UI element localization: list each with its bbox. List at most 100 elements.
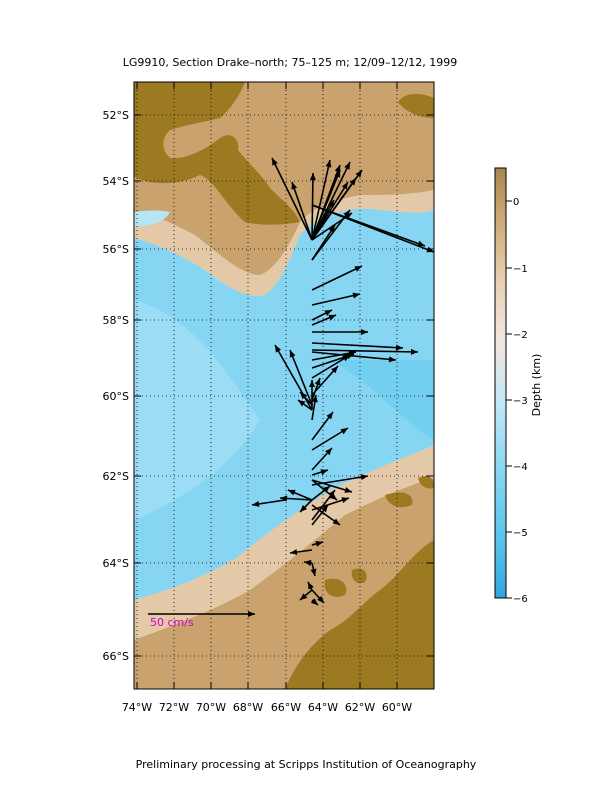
- lat-label: 56°S: [103, 243, 129, 256]
- map-frame: [133, 81, 435, 690]
- arrowhead: [288, 489, 296, 496]
- lon-label: 62°W: [345, 701, 375, 714]
- arrowhead: [291, 182, 298, 190]
- arrowhead: [342, 355, 350, 362]
- colorbar-tick: −1: [513, 264, 528, 275]
- arrowhead: [344, 487, 352, 493]
- arrowhead: [310, 568, 317, 576]
- scale-label: 50 cm/s: [150, 616, 194, 629]
- arrowhead: [325, 448, 332, 456]
- arrowhead: [341, 497, 349, 504]
- vector-arrowheads: [252, 158, 434, 605]
- latitude-labels: 52°S 54°S 56°S 58°S 60°S 62°S 64°S 66°S: [103, 109, 129, 663]
- arrowhead: [328, 225, 335, 233]
- lat-label: 62°S: [103, 470, 129, 483]
- arrowhead: [343, 210, 350, 218]
- lat-label: 54°S: [103, 175, 129, 188]
- lat-label: 52°S: [103, 109, 129, 122]
- arrowhead: [300, 504, 308, 512]
- arrowhead: [280, 495, 288, 502]
- arrowhead: [334, 165, 341, 173]
- arrowhead: [332, 518, 340, 525]
- arrowhead: [275, 345, 282, 353]
- arrowhead: [309, 380, 315, 387]
- colorbar-tick: −4: [513, 462, 528, 473]
- arrowhead: [304, 559, 312, 566]
- arrowhead: [410, 348, 418, 355]
- lon-label: 74°W: [122, 701, 152, 714]
- colorbar-tick: −6: [513, 594, 528, 605]
- land-island: [351, 568, 367, 584]
- deep-patch: [330, 360, 434, 440]
- colorbar-tick-labels: 0 −1 −2 −3 −4 −5 −6: [513, 197, 528, 605]
- colorbar-tick: −5: [513, 528, 528, 539]
- lat-label: 66°S: [103, 650, 129, 663]
- arrowhead: [355, 170, 362, 178]
- arrowhead: [311, 395, 318, 403]
- arrowhead: [328, 490, 335, 498]
- lat-label: 60°S: [103, 390, 129, 403]
- lon-label: 64°W: [308, 701, 338, 714]
- arrowhead: [272, 158, 278, 166]
- arrowhead: [317, 595, 324, 603]
- arrowhead: [321, 505, 328, 513]
- arrowhead: [334, 170, 341, 178]
- lon-label: 66°W: [271, 701, 301, 714]
- arrowhead: [322, 486, 330, 493]
- lon-label: 68°W: [233, 701, 263, 714]
- land-antarctic-peninsula: [285, 540, 434, 689]
- arrowhead: [290, 549, 298, 556]
- arrowhead: [314, 378, 321, 386]
- arrowhead: [320, 469, 328, 475]
- axis-ticks: [134, 82, 434, 689]
- arrowhead: [340, 428, 348, 435]
- arrowhead: [289, 350, 296, 358]
- arrowhead: [354, 266, 362, 272]
- arrowhead: [308, 582, 314, 590]
- arrowhead: [395, 344, 403, 351]
- bathymetry-layer: [134, 82, 434, 689]
- arrowhead: [328, 314, 336, 321]
- land-island: [324, 578, 347, 597]
- map-title: LG9910, Section Drake–north; 75–125 m; 1…: [122, 56, 458, 69]
- lat-label: 58°S: [103, 314, 129, 327]
- land-island: [385, 492, 413, 508]
- footer-credit: Preliminary processing at Scripps Instit…: [135, 758, 477, 771]
- arrowhead: [346, 353, 354, 360]
- arrowhead: [327, 200, 334, 208]
- colorbar-tick: 0: [513, 197, 519, 208]
- lon-label: 60°W: [382, 701, 412, 714]
- arrowhead: [252, 500, 260, 507]
- arrowhead: [341, 182, 348, 190]
- lat-label: 64°S: [103, 557, 129, 570]
- colorbar-tick: −3: [513, 396, 528, 407]
- arrowhead: [349, 178, 356, 186]
- arrowhead: [361, 329, 368, 335]
- lon-label: 72°W: [159, 701, 189, 714]
- land-island: [418, 476, 434, 489]
- longitude-labels: 74°W 72°W 70°W 68°W 66°W 64°W 62°W 60°W: [122, 701, 412, 714]
- shelf-edge: [134, 210, 170, 226]
- arrowhead: [329, 493, 337, 500]
- arrowhead: [344, 162, 350, 170]
- colorbar-ticks: [506, 200, 512, 599]
- arrowhead: [417, 240, 425, 247]
- arrowhead: [324, 310, 332, 316]
- land-tierra-del-fuego: [134, 82, 300, 225]
- arrowhead: [309, 173, 316, 181]
- arrowhead: [388, 356, 396, 363]
- arrowhead: [315, 540, 323, 547]
- scale-arrowhead: [248, 611, 255, 617]
- colorbar-label: Depth (km): [530, 354, 543, 417]
- north-shelf: [134, 82, 434, 275]
- arrowhead: [300, 392, 307, 400]
- arrowhead: [298, 400, 306, 407]
- arrowhead: [325, 160, 332, 168]
- deep-patch: [134, 300, 260, 520]
- arrowhead: [326, 412, 333, 420]
- arrowhead: [310, 598, 318, 605]
- lon-label: 70°W: [196, 701, 226, 714]
- arrowhead: [300, 593, 308, 600]
- colorbar-tick: −2: [513, 330, 528, 341]
